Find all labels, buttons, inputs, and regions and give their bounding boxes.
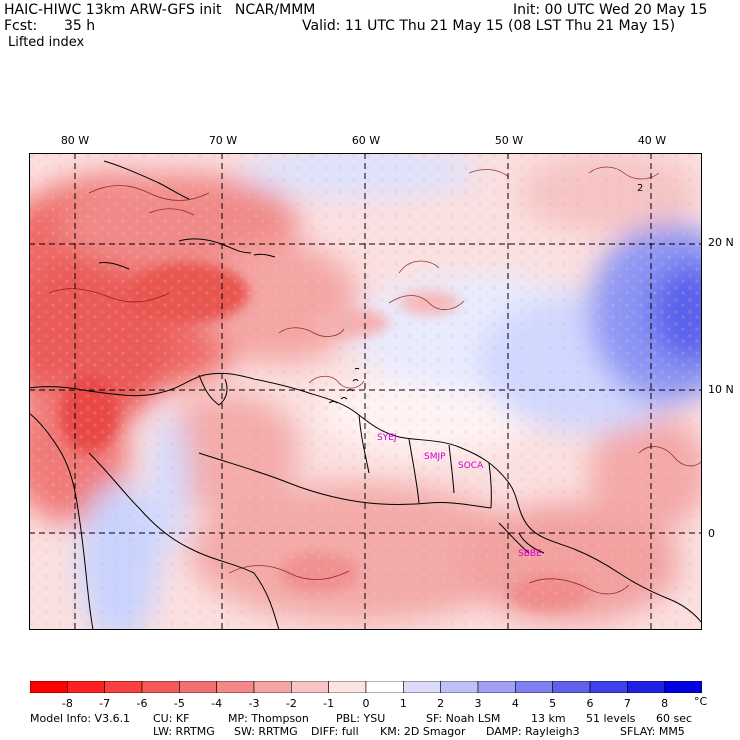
- lat-label-10n: 10 N: [708, 383, 734, 396]
- colorbar-swatch: [253, 681, 292, 693]
- model-info-levels: 51 levels: [586, 712, 636, 725]
- model-info-cu: CU: KF: [153, 712, 190, 725]
- colorbar-swatch: [440, 681, 479, 693]
- colorbar-swatch: [403, 681, 441, 693]
- colorbar-swatch: [365, 681, 404, 693]
- station-label: SBBE: [518, 549, 542, 559]
- colorbar-tick-label: -3: [248, 697, 260, 710]
- colorbar-tick-label: 2: [437, 697, 445, 710]
- colorbar-tick-label: 4: [511, 697, 519, 710]
- colorbar-tick-label: -2: [285, 697, 297, 710]
- model-info-lw: LW: RRTMG: [153, 725, 215, 738]
- model-info-resolution: 13 km: [531, 712, 566, 725]
- colorbar-unit: °C: [694, 695, 708, 708]
- colorbar-swatch: [30, 681, 68, 693]
- init-time: Init: 00 UTC Wed 20 May 15: [513, 2, 708, 18]
- colorbar-swatch: [664, 681, 702, 693]
- lat-label-0: 0: [708, 527, 715, 540]
- colorbar-tick-label: 8: [661, 697, 669, 710]
- colorbar-tick-label: 5: [549, 697, 557, 710]
- colorbar-swatch: [216, 681, 255, 693]
- lon-label-40w: 40 W: [637, 134, 667, 147]
- colorbar-swatch: [179, 681, 217, 693]
- model-info-damp: DAMP: Rayleigh3: [486, 725, 580, 738]
- colorbar-tick-label: 3: [474, 697, 482, 710]
- colorbar-tick-label: -7: [99, 697, 111, 710]
- colorbar-tick-label: 7: [623, 697, 631, 710]
- model-info-km: KM: 2D Smagor: [380, 725, 466, 738]
- model-info-pbl: PBL: YSU: [336, 712, 386, 725]
- colorbar-tick-label: 6: [586, 697, 594, 710]
- lon-label-60w: 60 W: [351, 134, 381, 147]
- station-label: SOCA: [458, 461, 484, 471]
- colorbar-swatch: [328, 681, 367, 693]
- colorbar-tick-label: -4: [211, 697, 223, 710]
- contour-lines: [48, 166, 702, 595]
- model-info-mp: MP: Thompson: [228, 712, 309, 725]
- model-info-sflay: SFLAY: MM5: [620, 725, 685, 738]
- model-info-timestep: 60 sec: [656, 712, 693, 725]
- station-label: SMJP: [424, 452, 446, 462]
- lon-label-80w: 80 W: [60, 134, 90, 147]
- plot-title: HAIC-HIWC 13km ARW-GFS init NCAR/MMM: [4, 2, 316, 18]
- station-label: SYEJ: [377, 433, 397, 443]
- colorbar-swatch: [477, 681, 516, 693]
- contour-value-label: 2: [637, 183, 643, 194]
- model-info-version: Model Info: V3.6.1: [30, 712, 131, 725]
- colorbar-swatch: [141, 681, 180, 693]
- forecast-label: Fcst:: [4, 18, 38, 34]
- colorbar-tick-label: -8: [61, 697, 73, 710]
- model-info-sf: SF: Noah LSM: [426, 712, 501, 725]
- coastlines: [29, 160, 702, 630]
- valid-time: Valid: 11 UTC Thu 21 May 15 (08 LST Thu …: [302, 18, 676, 34]
- model-info-diff: DIFF: full: [311, 725, 359, 738]
- colorbar-tick-label: -5: [173, 697, 185, 710]
- lat-label-20n: 20 N: [708, 236, 734, 249]
- colorbar-tick-label: -6: [136, 697, 148, 710]
- lifted-index-map: 2: [29, 153, 702, 630]
- colorbar-swatch: [627, 681, 665, 693]
- map-frame: [29, 153, 702, 630]
- colorbar-swatch: [552, 681, 591, 693]
- field-name: Lifted index: [8, 35, 85, 50]
- colorbar: [30, 681, 702, 693]
- colorbar-tick-label: 1: [399, 697, 407, 710]
- model-info-sw: SW: RRTMG: [234, 725, 298, 738]
- colorbar-tick-label: -1: [323, 697, 335, 710]
- colorbar-tick-label: 0: [362, 697, 370, 710]
- colorbar-swatch: [515, 681, 553, 693]
- lon-label-50w: 50 W: [494, 134, 524, 147]
- colorbar-swatch: [104, 681, 143, 693]
- forecast-hour: 35 h: [64, 18, 96, 34]
- graticule: [29, 153, 702, 630]
- colorbar-swatch: [291, 681, 329, 693]
- lon-label-70w: 70 W: [208, 134, 238, 147]
- colorbar-swatch: [589, 681, 628, 693]
- colorbar-swatch: [67, 681, 105, 693]
